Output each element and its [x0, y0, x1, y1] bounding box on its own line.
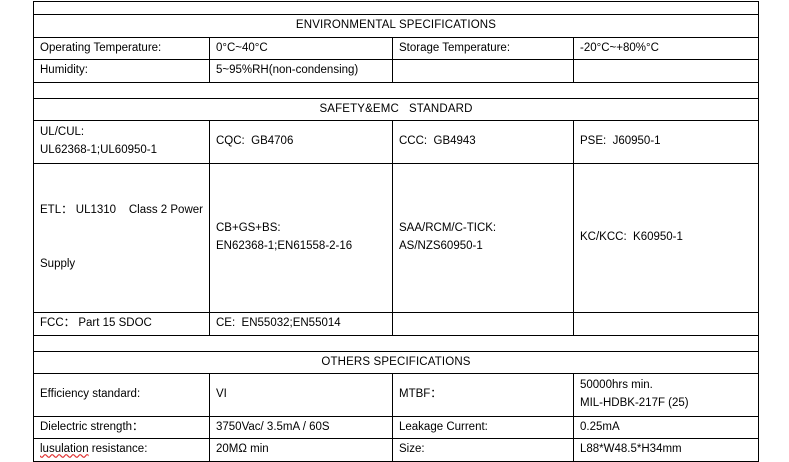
- label-efficiency-standard: Efficiency standard:: [33, 373, 210, 417]
- label-dielectric-strength: Dielectric strength：: [33, 415, 210, 440]
- value-efficiency-standard: VI: [209, 373, 393, 417]
- section-title-environmental: ENVIRONMENTAL SPECIFICATIONS: [33, 14, 759, 38]
- label-size: Size:: [392, 438, 574, 462]
- etl-line-2: Supply: [40, 257, 76, 270]
- etl-line-1: ETL： UL1310 Class 2 Power: [40, 204, 203, 217]
- table-row: lusulation resistance: 20MΩ min Size: L8…: [33, 438, 759, 462]
- table-row: Efficiency standard: VI MTBF： 50000hrs m…: [33, 373, 759, 417]
- table-spacer-row: [33, 1, 759, 15]
- specifications-table: ENVIRONMENTAL SPECIFICATIONS Operating T…: [33, 1, 759, 462]
- value-leakage-current: 0.25mA: [573, 415, 759, 440]
- value-operating-temperature: 0°C~40°C: [209, 36, 393, 61]
- ul-cul-value: UL62368-1;UL60950-1: [40, 143, 158, 156]
- table-row: ETL： UL1310 Class 2 Power Supply CB+GS+B…: [33, 162, 759, 314]
- spacer-cell: [33, 1, 759, 15]
- cell-ce: CE: EN55032;EN55014: [209, 312, 393, 336]
- table-spacer-row: [33, 334, 759, 352]
- label-humidity: Humidity:: [33, 59, 210, 83]
- misspelled-word: lusulation: [40, 443, 89, 456]
- table-row: Humidity: 5~95%RH(non-condensing): [33, 59, 759, 83]
- specification-sheet: ENVIRONMENTAL SPECIFICATIONS Operating T…: [33, 1, 759, 462]
- cell-etl: ETL： UL1310 Class 2 Power Supply: [33, 162, 210, 314]
- table-row: Operating Temperature: 0°C~40°C Storage …: [33, 36, 759, 61]
- empty-cell: [573, 312, 759, 336]
- value-mtbf: 50000hrs min. MIL-HDBK-217F (25): [573, 373, 759, 417]
- cell-saa-rcm-ctick: SAA/RCM/C-TICK: AS/NZS60950-1: [392, 162, 574, 314]
- value-storage-temperature: -20°C~+80%°C: [573, 36, 759, 61]
- value-humidity: 5~95%RH(non-condensing): [209, 59, 393, 83]
- value-insulation-resistance: 20MΩ min: [209, 438, 393, 462]
- cb-gs-bs-value: EN62368-1;EN61558-2-16: [216, 239, 353, 252]
- cell-cb-gs-bs: CB+GS+BS: EN62368-1;EN61558-2-16: [209, 162, 393, 314]
- spacer-cell: [33, 334, 759, 352]
- label-insulation-resistance: lusulation resistance:: [33, 438, 210, 462]
- label-insulation-resistance-rest: resistance:: [88, 443, 148, 456]
- saa-rcm-ctick-value: AS/NZS60950-1: [399, 239, 483, 252]
- empty-cell: [392, 59, 574, 83]
- table-row: UL/CUL: UL62368-1;UL60950-1 CQC: GB4706 …: [33, 120, 759, 164]
- cell-ccc: CCC: GB4943: [392, 120, 574, 164]
- spacer-cell: [33, 81, 759, 99]
- cell-ul-cul: UL/CUL: UL62368-1;UL60950-1: [33, 120, 210, 164]
- table-spacer-row: [33, 81, 759, 99]
- value-size: L88*W48.5*H34mm: [573, 438, 759, 462]
- section-title-safety-emc: SAFETY&EMC STANDARD: [33, 97, 759, 122]
- ul-cul-label: UL/CUL:: [40, 126, 85, 139]
- empty-cell: [573, 59, 759, 83]
- empty-cell: [392, 312, 574, 336]
- cell-pse: PSE: J60950-1: [573, 120, 759, 164]
- section-header-row-safety-emc: SAFETY&EMC STANDARD: [33, 97, 759, 122]
- cb-gs-bs-label: CB+GS+BS:: [216, 222, 281, 235]
- section-title-others: OTHERS SPECIFICATIONS: [33, 350, 759, 375]
- table-row: FCC： Part 15 SDOC CE: EN55032;EN55014: [33, 312, 759, 336]
- table-row: Dielectric strength： 3750Vac/ 3.5mA / 60…: [33, 415, 759, 440]
- mtbf-standard: MIL-HDBK-217F (25): [580, 397, 689, 410]
- cell-fcc: FCC： Part 15 SDOC: [33, 312, 210, 336]
- cell-kc-kcc: KC/KCC: K60950-1: [573, 162, 759, 314]
- cell-cqc: CQC: GB4706: [209, 120, 393, 164]
- saa-rcm-ctick-label: SAA/RCM/C-TICK:: [399, 222, 497, 235]
- label-operating-temperature: Operating Temperature:: [33, 36, 210, 61]
- label-leakage-current: Leakage Current:: [392, 415, 574, 440]
- section-header-row-environmental: ENVIRONMENTAL SPECIFICATIONS: [33, 14, 759, 38]
- label-storage-temperature: Storage Temperature:: [392, 36, 574, 61]
- section-header-row-others: OTHERS SPECIFICATIONS: [33, 350, 759, 375]
- label-mtbf: MTBF：: [392, 373, 574, 417]
- mtbf-hours: 50000hrs min.: [580, 379, 653, 392]
- value-dielectric-strength: 3750Vac/ 3.5mA / 60S: [209, 415, 393, 440]
